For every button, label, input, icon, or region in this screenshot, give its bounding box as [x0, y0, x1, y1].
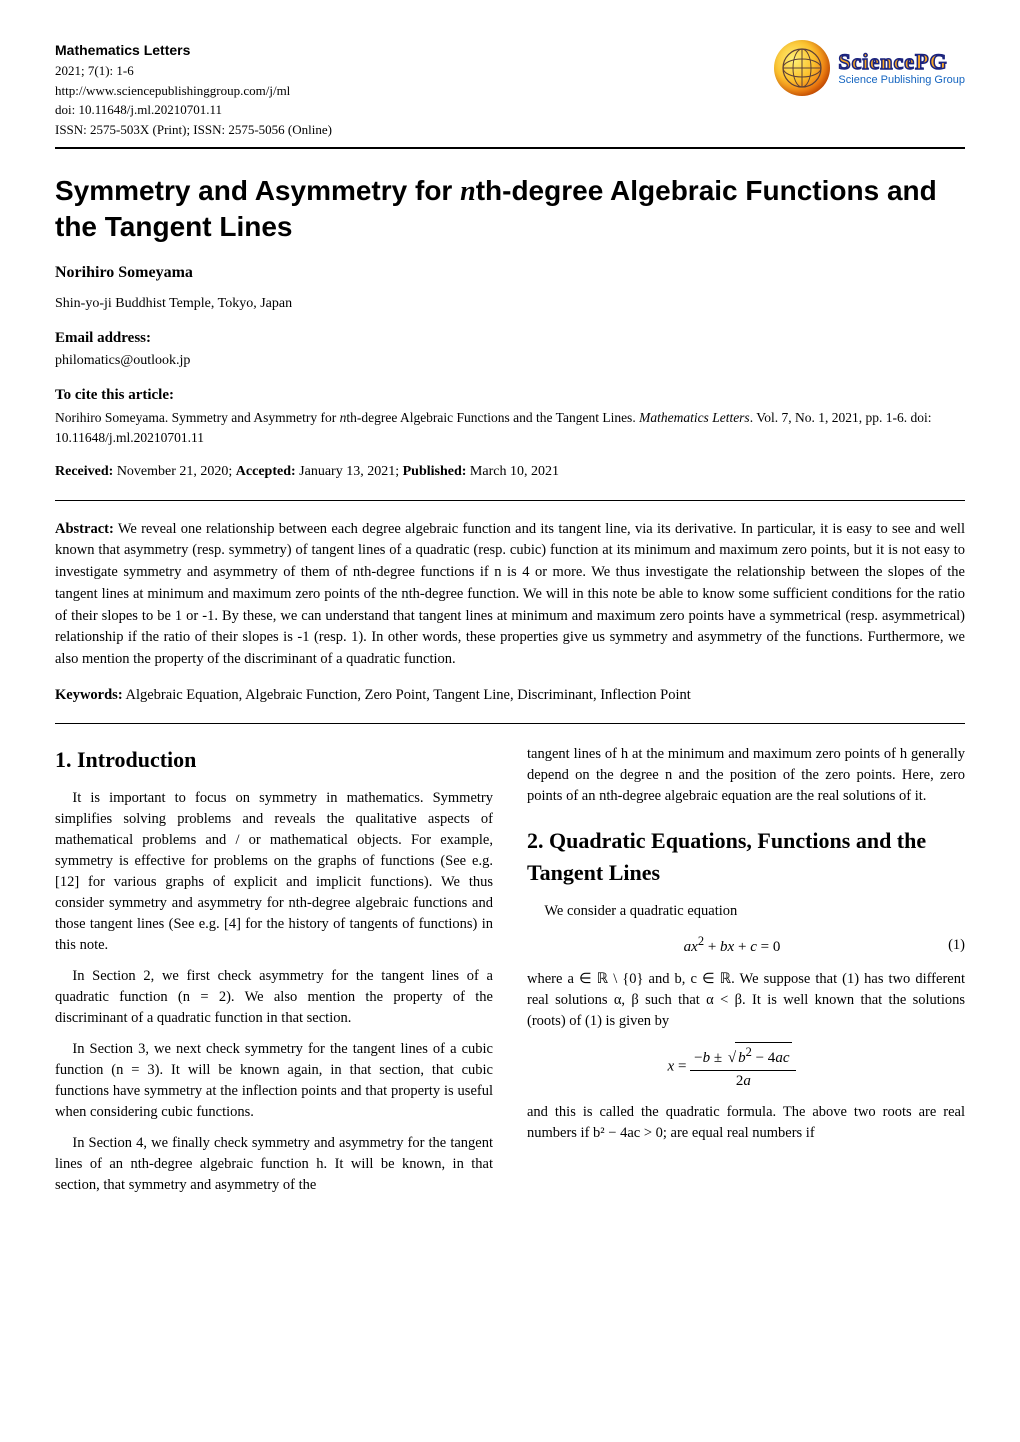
cite-title: Symmetry and Asymmetry for nth-degree Al…	[172, 410, 639, 425]
doi-line: doi: 10.11648/j.ml.20210701.11	[55, 100, 332, 120]
abstract-block: Abstract: We reveal one relationship bet…	[55, 519, 965, 671]
equation-2: x = −b ± b2 − 4ac 2a	[527, 1042, 937, 1093]
logo-globe-icon	[774, 40, 830, 96]
abstract-label: Abstract:	[55, 521, 114, 537]
s1-paragraph-4-cont: tangent lines of h at the minimum and ma…	[527, 744, 965, 807]
section-2-heading: 2. Quadratic Equations, Functions and th…	[527, 825, 965, 889]
publisher-logo: SciencePG Science Publishing Group	[774, 40, 965, 96]
cite-label: To cite this article:	[55, 385, 965, 406]
logo-main-text: SciencePG	[838, 51, 965, 73]
equation-2-row: x = −b ± b2 − 4ac 2a	[527, 1042, 965, 1093]
author-email: philomatics@outlook.jp	[55, 351, 965, 371]
s2-paragraph-2: where a ∈ ℝ \ {0} and b, c ∈ ℝ. We suppo…	[527, 969, 965, 1032]
equation-1-number: (1)	[937, 935, 965, 956]
keywords-text: Algebraic Equation, Algebraic Function, …	[126, 687, 691, 703]
page-header: Mathematics Letters 2021; 7(1): 1-6 http…	[55, 40, 965, 139]
body-columns: 1. Introduction It is important to focus…	[55, 744, 965, 1206]
issn-line: ISSN: 2575-503X (Print); ISSN: 2575-5056…	[55, 120, 332, 140]
cite-journal: Mathematics Letters	[639, 410, 750, 425]
citation-text: Norihiro Someyama. Symmetry and Asymmetr…	[55, 408, 965, 449]
author-affiliation: Shin-yo-ji Buddhist Temple, Tokyo, Japan	[55, 294, 965, 314]
journal-name: Mathematics Letters	[55, 40, 332, 61]
s1-paragraph-4: In Section 4, we finally check symmetry …	[55, 1133, 493, 1196]
accepted-label: Accepted:	[236, 464, 296, 479]
left-column: 1. Introduction It is important to focus…	[55, 744, 493, 1206]
accepted-date: January 13, 2021;	[299, 464, 399, 479]
logo-sub-text: Science Publishing Group	[838, 75, 965, 86]
author-name: Norihiro Someyama	[55, 262, 965, 284]
paper-title: Symmetry and Asymmetry for nth-degree Al…	[55, 173, 965, 244]
journal-info-block: Mathematics Letters 2021; 7(1): 1-6 http…	[55, 40, 332, 139]
right-column: tangent lines of h at the minimum and ma…	[527, 744, 965, 1206]
email-label: Email address:	[55, 328, 965, 349]
s1-paragraph-2: In Section 2, we first check asymmetry f…	[55, 966, 493, 1029]
rule-below-keywords	[55, 723, 965, 724]
keywords-label: Keywords:	[55, 687, 123, 703]
published-label: Published:	[403, 464, 467, 479]
keywords-block: Keywords: Algebraic Equation, Algebraic …	[55, 685, 965, 705]
rule-above-abstract	[55, 500, 965, 501]
s2-paragraph-3: and this is called the quadratic formula…	[527, 1102, 965, 1144]
equation-1: ax2 + bx + c = 0	[527, 932, 937, 959]
globe-icon	[780, 46, 824, 90]
s1-paragraph-1: It is important to focus on symmetry in …	[55, 788, 493, 956]
received-date: November 21, 2020;	[117, 464, 232, 479]
s2-paragraph-1: We consider a quadratic equation	[527, 901, 965, 922]
abstract-text: We reveal one relationship between each …	[55, 521, 965, 668]
section-1-heading: 1. Introduction	[55, 744, 493, 776]
s1-paragraph-3: In Section 3, we next check symmetry for…	[55, 1039, 493, 1123]
logo-text-block: SciencePG Science Publishing Group	[838, 51, 965, 86]
dates-line: Received: November 21, 2020; Accepted: J…	[55, 462, 965, 482]
published-date: March 10, 2021	[470, 464, 559, 479]
received-label: Received:	[55, 464, 113, 479]
cite-author: Norihiro Someyama.	[55, 410, 168, 425]
header-rule	[55, 147, 965, 149]
equation-1-row: ax2 + bx + c = 0 (1)	[527, 932, 965, 959]
issue-line: 2021; 7(1): 1-6	[55, 61, 332, 81]
journal-url: http://www.sciencepublishinggroup.com/j/…	[55, 81, 332, 101]
